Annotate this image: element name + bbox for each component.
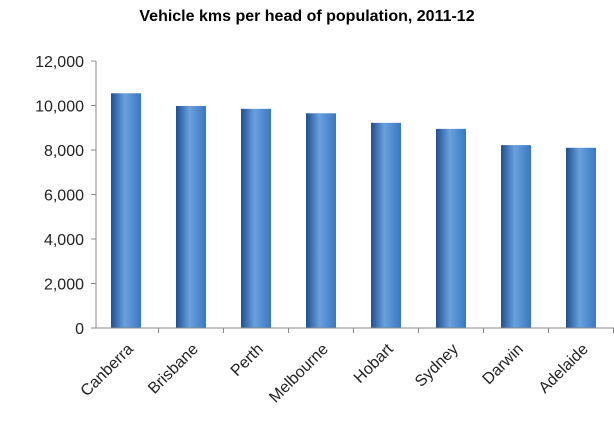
x-tick-label-brisbane: Brisbane [145, 341, 202, 398]
y-tick-label: 6,000 [44, 188, 84, 205]
y-tick-label: 10,000 [35, 99, 84, 116]
bar-perth [241, 108, 271, 329]
x-tick-label-canberra: Canberra [78, 341, 137, 400]
x-axis: Canberra Brisbane Perth Melbourne Hobart Sydn… [78, 327, 614, 407]
x-tick-label-darwin: Darwin [480, 341, 527, 388]
bar-canberra [111, 93, 141, 328]
x-tick-label-melbourne: Melbourne [266, 341, 332, 407]
bars [111, 93, 596, 329]
chart-title: Vehicle kms per head of population, 2011… [139, 8, 475, 25]
bar-sydney [436, 128, 466, 328]
x-tick-label-perth: Perth [228, 341, 267, 380]
bar-adelaide [566, 147, 596, 328]
bar-darwin [501, 145, 531, 328]
y-tick-label: 2,000 [44, 277, 84, 294]
y-tick-label: 4,000 [44, 232, 84, 249]
y-tick-label: 8,000 [44, 143, 84, 160]
bar-melbourne [306, 113, 336, 328]
bar-hobart [371, 122, 401, 328]
x-tick-label-adelaide: Adelaide [536, 341, 592, 397]
y-axis: 0 2,000 4,000 6,000 8,000 10,000 12,000 [35, 54, 97, 338]
x-tick-label-hobart: Hobart [351, 340, 397, 386]
bar-brisbane [176, 105, 206, 328]
y-tick-label: 0 [75, 321, 84, 338]
x-tick-label-sydney: Sydney [412, 341, 462, 391]
y-tick-label: 12,000 [35, 54, 84, 71]
